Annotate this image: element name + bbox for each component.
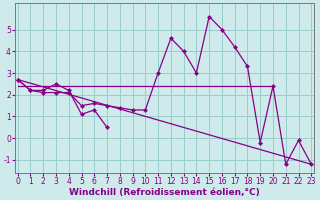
X-axis label: Windchill (Refroidissement éolien,°C): Windchill (Refroidissement éolien,°C) xyxy=(69,188,260,197)
